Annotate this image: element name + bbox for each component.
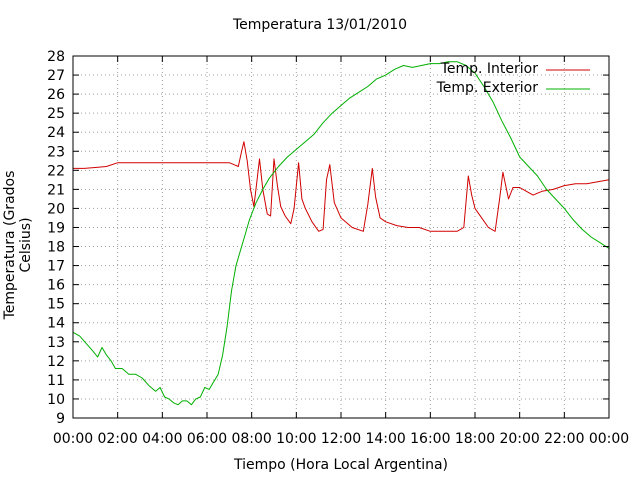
y-tick-label: 18 (47, 240, 65, 256)
legend-label-interior: Temp. Interior (440, 61, 538, 77)
x-tick-label: 00:00 (589, 431, 629, 447)
y-tick-label: 17 (47, 259, 65, 275)
legend (546, 69, 590, 90)
x-tick-label: 22:00 (544, 431, 584, 447)
y-tick-label: 27 (47, 68, 65, 84)
y-tick-label: 20 (47, 201, 65, 217)
y-tick-label: 26 (47, 87, 65, 103)
y-tick-label: 22 (47, 163, 65, 179)
x-tick-label: 06:00 (187, 431, 227, 447)
tick-labels: 00:00 02:00 04:00 06:00 08:00 10:00 12:00 14:00… (47, 49, 629, 447)
x-tick-label: 02:00 (97, 431, 137, 447)
y-tick-label: 21 (47, 182, 65, 198)
y-tick-label: 15 (47, 297, 65, 313)
x-tick-label: 14:00 (365, 431, 405, 447)
y-tick-label: 11 (47, 373, 65, 389)
chart-title: Temperatura 13/01/2010 (232, 17, 408, 33)
x-tick-label: 12:00 (321, 431, 361, 447)
x-tick-label: 16:00 (410, 431, 450, 447)
y-tick-label: 24 (47, 125, 65, 141)
legend-label-exterior: Temp. Exterior (436, 80, 538, 96)
x-tick-label: 10:00 (276, 431, 316, 447)
y-tick-label: 16 (47, 278, 65, 294)
x-tick-label: 04:00 (142, 431, 182, 447)
y-axis-label: Temperatura (Grados Celsius) (2, 170, 34, 320)
series-layer (72, 61, 610, 406)
y-tick-label: 19 (47, 220, 65, 236)
x-tick-label: 08:00 (231, 431, 271, 447)
x-tick-label: 20:00 (499, 431, 539, 447)
y-tick-label: 12 (47, 354, 65, 370)
x-tick-label: 18:00 (455, 431, 495, 447)
y-tick-label: 13 (47, 335, 65, 351)
x-tick-label: 00:00 (53, 431, 93, 447)
series-line-interior (73, 141, 610, 232)
y-tick-label: 10 (47, 392, 65, 408)
grid (73, 56, 609, 418)
y-tick-label: 14 (47, 316, 65, 332)
y-tick-label: 9 (56, 411, 65, 427)
x-axis-label: Tiempo (Hora Local Argentina) (234, 457, 448, 473)
y-tick-label: 23 (47, 144, 65, 160)
series-line-exterior (72, 61, 610, 406)
ticks (72, 55, 610, 419)
y-tick-label: 28 (47, 49, 65, 65)
y-tick-label: 25 (47, 106, 65, 122)
